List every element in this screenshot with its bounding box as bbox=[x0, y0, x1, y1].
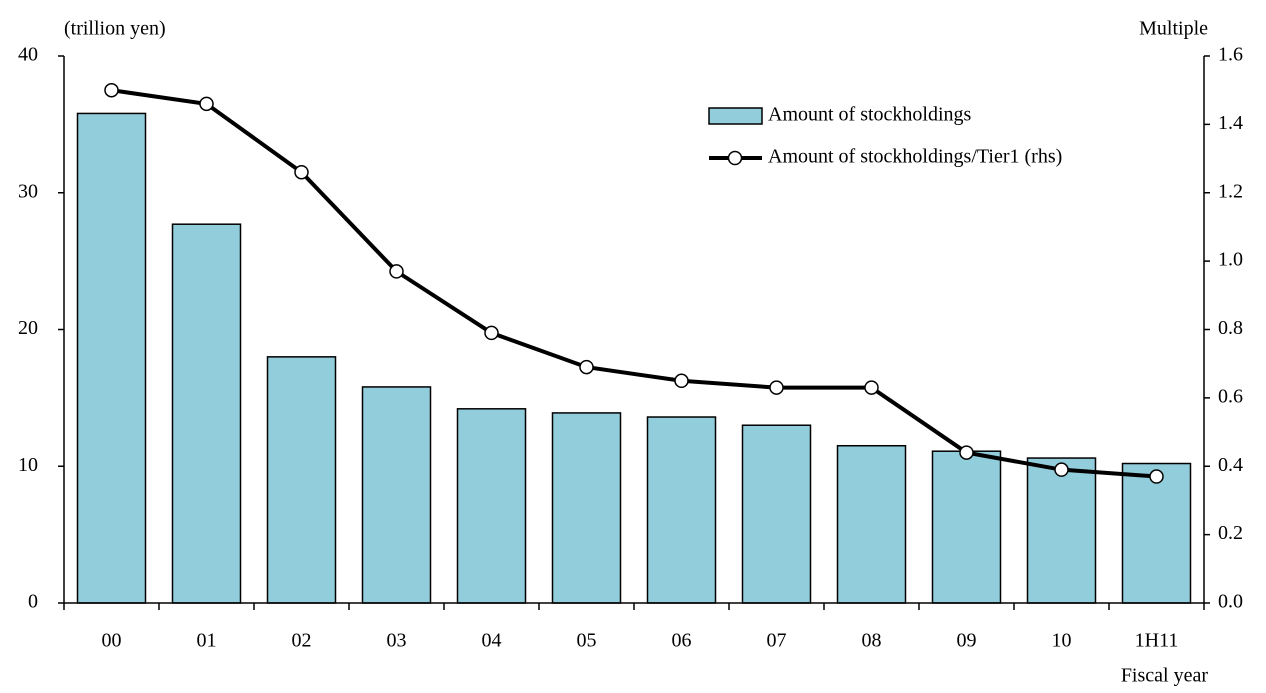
bar bbox=[1026, 457, 1097, 604]
line-marker bbox=[579, 359, 594, 375]
line-marker bbox=[1149, 469, 1164, 484]
line bbox=[111, 88, 1157, 479]
y2-tick-label: 0.2 bbox=[1218, 522, 1243, 544]
x-tick-label: 08 bbox=[862, 630, 882, 652]
legend-label: Amount of stockholdings bbox=[768, 104, 972, 126]
x-tick-label: 01 bbox=[197, 630, 217, 652]
x-tick-label: 00 bbox=[102, 630, 122, 652]
y-tick-label: 40 bbox=[18, 44, 38, 66]
bar bbox=[931, 450, 1002, 604]
bar bbox=[1121, 462, 1192, 604]
bar bbox=[171, 223, 242, 604]
line-marker bbox=[1054, 462, 1069, 477]
y2-tick-label: 0.8 bbox=[1218, 317, 1243, 339]
y-tick-label: 0 bbox=[28, 591, 38, 613]
bar bbox=[741, 424, 812, 604]
y2-tick-label: 1.4 bbox=[1218, 112, 1243, 134]
y2-tick-label: 0.6 bbox=[1218, 385, 1243, 407]
y2-tick-label: 1.0 bbox=[1218, 249, 1243, 271]
x-tick-label: 09 bbox=[957, 630, 977, 652]
x-tick-label: 1H11 bbox=[1135, 630, 1179, 652]
y2-tick-label: 0.0 bbox=[1218, 591, 1243, 613]
x-axis-label: Fiscal year bbox=[1121, 665, 1209, 687]
y-axis-label: (trillion yen) bbox=[64, 18, 166, 40]
y2-tick-label: 0.4 bbox=[1218, 454, 1243, 476]
line-marker bbox=[674, 373, 689, 389]
line-marker bbox=[769, 380, 784, 395]
bar bbox=[551, 412, 622, 604]
y2-tick-label: 1.6 bbox=[1218, 44, 1243, 66]
y2-axis-label: Multiple bbox=[1139, 18, 1208, 40]
y2-tick-label: 1.2 bbox=[1218, 180, 1243, 202]
line-marker bbox=[294, 164, 309, 180]
y-tick-label: 20 bbox=[18, 317, 38, 339]
x-tick-label: 02 bbox=[292, 630, 312, 652]
y-tick-label: 10 bbox=[18, 454, 38, 476]
line-marker bbox=[864, 380, 879, 395]
x-tick-label: 04 bbox=[482, 630, 502, 652]
legend-label: Amount of stockholdings/Tier1 (rhs) bbox=[768, 146, 1062, 168]
bar bbox=[266, 356, 337, 604]
line-marker bbox=[104, 82, 119, 98]
x-tick-label: 07 bbox=[767, 630, 787, 652]
bar bbox=[456, 408, 527, 604]
y-tick-label: 30 bbox=[18, 180, 38, 202]
legend-swatch bbox=[708, 107, 763, 125]
line-marker bbox=[199, 96, 214, 112]
x-tick-label: 03 bbox=[387, 630, 407, 652]
bar bbox=[836, 444, 907, 604]
bar bbox=[361, 386, 432, 604]
bar bbox=[76, 112, 147, 604]
x-tick-label: 06 bbox=[672, 630, 692, 652]
line-marker bbox=[484, 325, 499, 341]
x-tick-label: 10 bbox=[1052, 630, 1072, 652]
line-marker bbox=[959, 445, 974, 460]
bar bbox=[646, 416, 717, 604]
line-marker bbox=[389, 264, 404, 279]
legend-marker bbox=[727, 150, 743, 166]
x-tick-label: 05 bbox=[577, 630, 597, 652]
